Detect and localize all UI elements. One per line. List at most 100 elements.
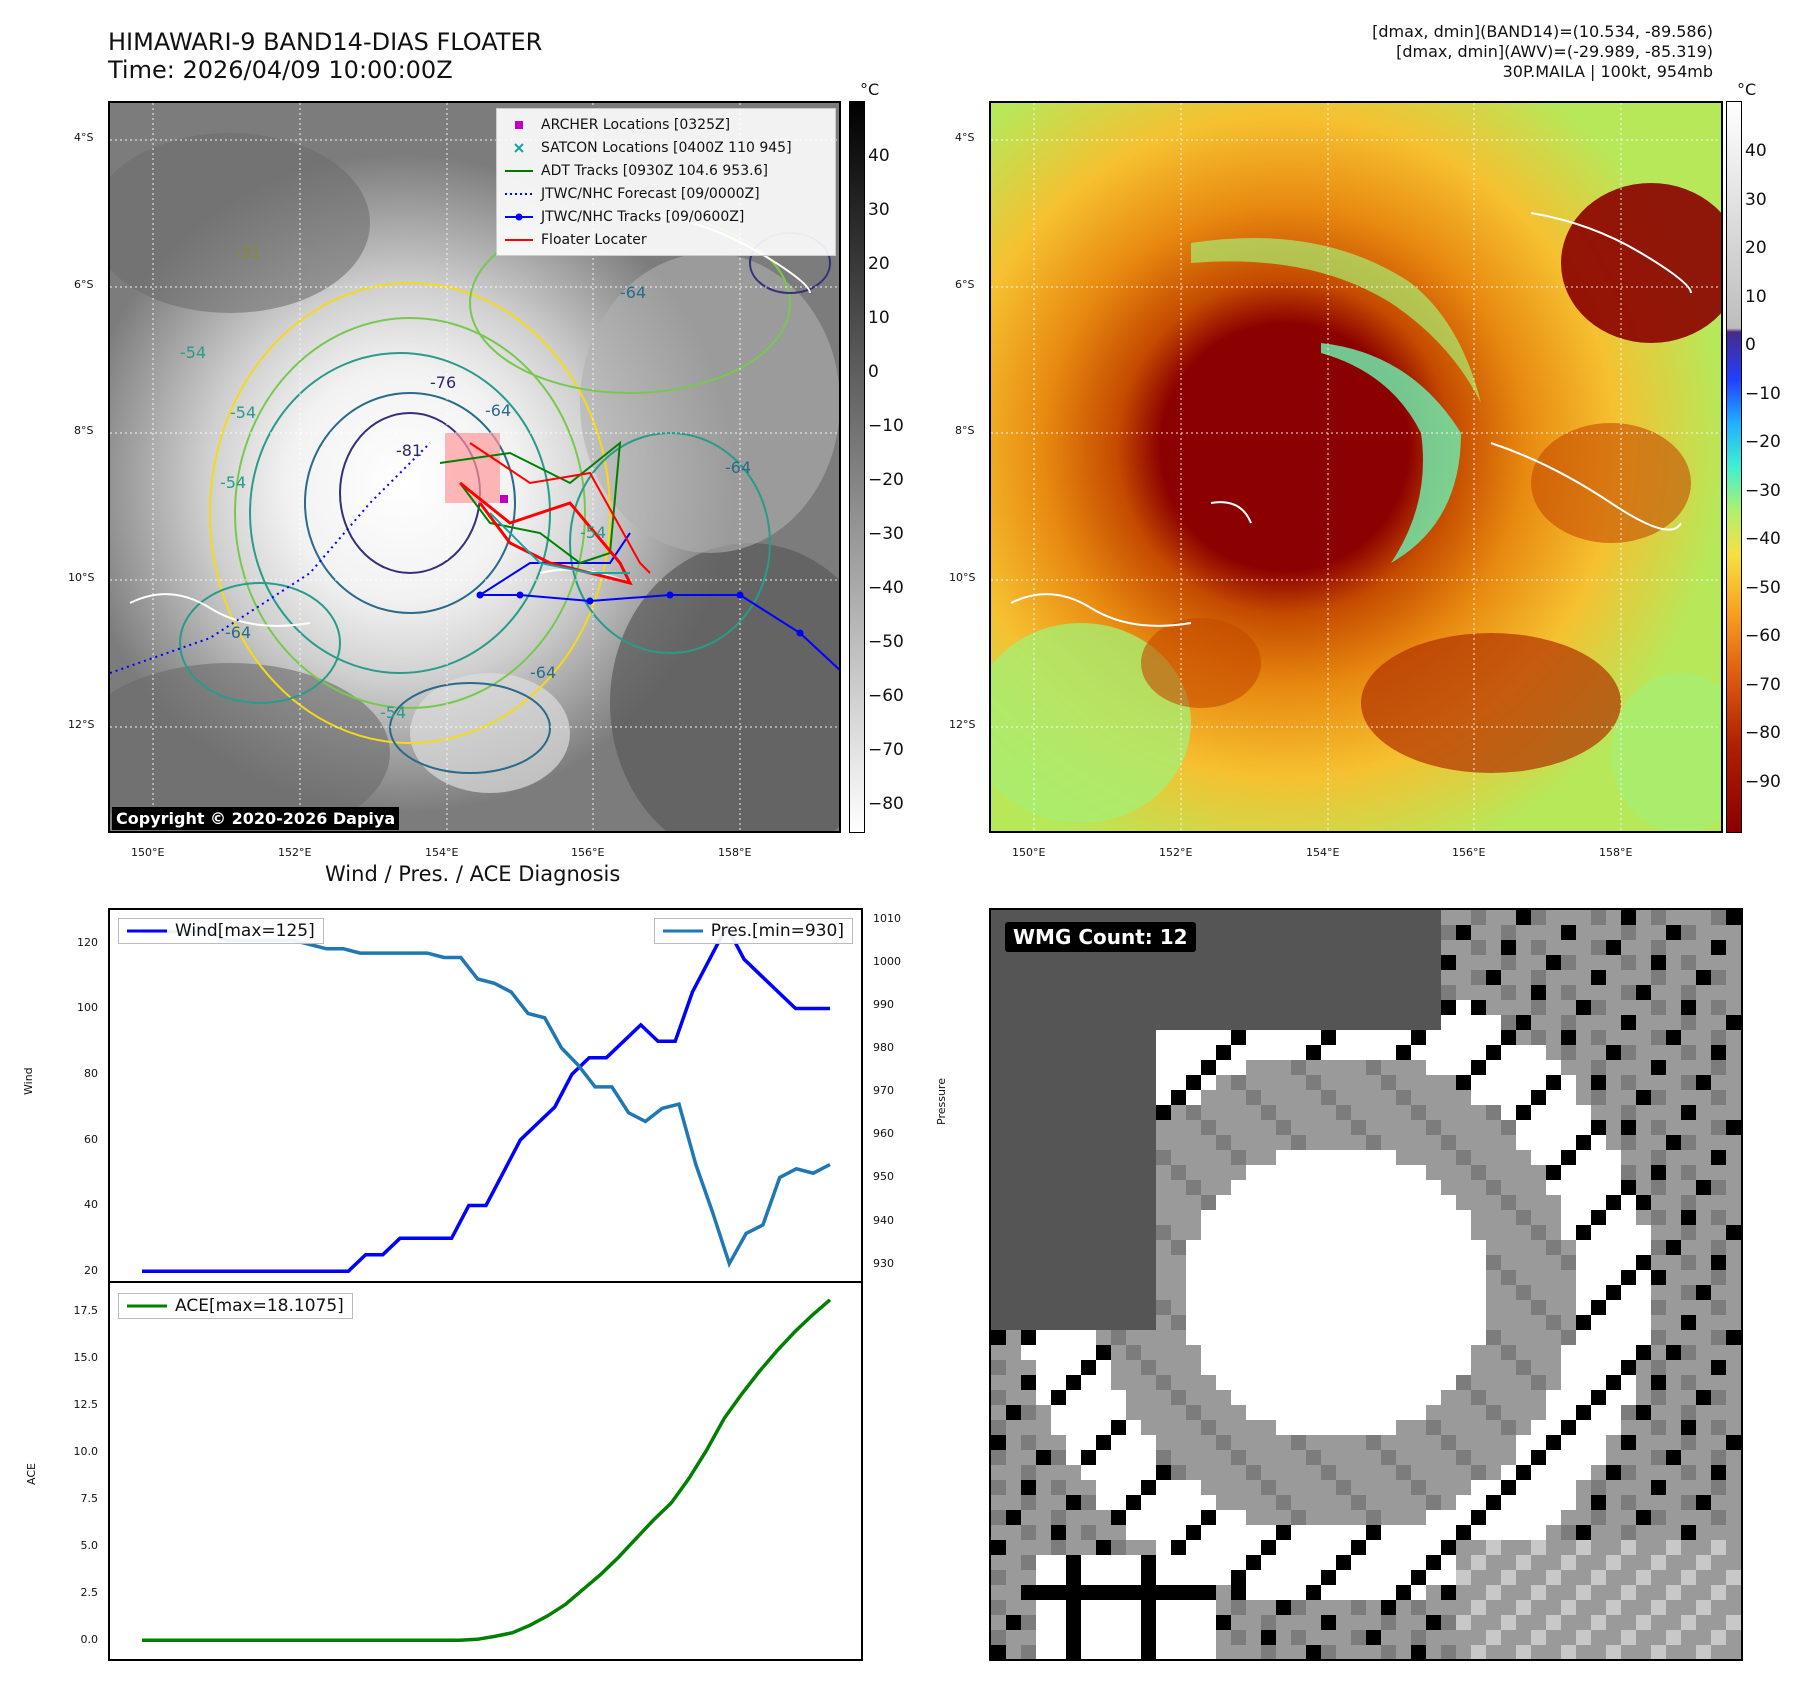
ir-map-panel: ARCHER Locations [0325Z] SATCON Location… (108, 101, 841, 833)
wind-pres-plot (142, 922, 831, 1273)
figure-time: Time: 2026/04/09 10:00:00Z (108, 56, 453, 84)
pres-legend-label: Pres.[min=930] (710, 921, 844, 941)
line-dot-icon (505, 213, 533, 220)
wind-tick-label: 60 (84, 1132, 98, 1146)
wind-legend-label: Wind[max=125] (175, 921, 315, 941)
colorbar-tick: −50 (868, 632, 904, 652)
colorbar-tick: −60 (868, 686, 904, 706)
lon-label: 156°E (1452, 846, 1486, 859)
wind-legend: Wind[max=125] (118, 918, 324, 944)
color-colorbar-unit: °C (1737, 80, 1757, 99)
line-marker-icon (505, 169, 533, 172)
color-map (991, 103, 1721, 831)
lon-label: 150°E (1012, 846, 1046, 859)
ace-chart: ACE[max=18.1075] (108, 1281, 863, 1661)
colorbar-tick: 0 (868, 362, 879, 382)
wind-axis-label: Wind (22, 1067, 35, 1095)
ace-legend-label: ACE[max=18.1075] (175, 1296, 344, 1316)
wmg-grid (991, 910, 1741, 1659)
storm-info: 30P.MAILA | 100kt, 954mb (1502, 62, 1713, 81)
colorbar-tick: −70 (1745, 674, 1781, 695)
lon-label: 152°E (1159, 846, 1193, 859)
legend-adt: ADT Tracks [0930Z 104.6 953.6] (505, 159, 827, 182)
lon-label: 150°E (131, 846, 165, 859)
wind-pres-chart: Wind[max=125] Pres.[min=930] (108, 908, 863, 1283)
ace-axis-label: ACE (25, 1463, 38, 1485)
legend-satcon-label: SATCON Locations [0400Z 110 945] (541, 139, 792, 156)
contour-label: -54 (220, 473, 247, 492)
legend-adt-label: ADT Tracks [0930Z 104.6 953.6] (541, 162, 768, 179)
lat-label: 8°S (955, 424, 975, 437)
colorbar-tick: −40 (868, 578, 904, 598)
wind-tick-label: 100 (77, 1001, 98, 1015)
colorbar-tick: −20 (1745, 432, 1781, 452)
lat-label: 6°S (955, 278, 975, 291)
legend-archer-label: ARCHER Locations [0325Z] (541, 116, 731, 133)
lon-label: 156°E (571, 846, 605, 859)
colorbar-tick: 30 (1745, 189, 1767, 210)
contour-label: -31 (235, 243, 262, 262)
contour-label: -54 (380, 703, 407, 722)
colorbar-tick: −60 (1745, 626, 1781, 646)
legend-tracks-label: JTWC/NHC Tracks [09/0600Z] (541, 208, 745, 225)
contour-label: -81 (396, 441, 423, 460)
wmg-panel: WMG Count: 12 (989, 908, 1743, 1661)
contour-label: -64 (225, 623, 252, 642)
wind-series-line (142, 922, 830, 1273)
lon-label: 158°E (718, 846, 752, 859)
ace-tick-label: 15.0 (73, 1351, 99, 1365)
ace-tick-label: 7.5 (80, 1492, 99, 1506)
colorbar-tick: 10 (868, 308, 890, 328)
contour-label: -64 (530, 663, 557, 682)
contour-label: -64 (725, 458, 752, 477)
colorbar-tick: 10 (1745, 286, 1767, 307)
lat-label: 4°S (74, 131, 94, 144)
dotted-line-icon (505, 192, 533, 195)
ir-colorbar (849, 101, 865, 833)
pressure-tick-label: 970 (873, 1084, 894, 1098)
contour-label: -64 (485, 401, 512, 420)
pres-legend: Pres.[min=930] (653, 918, 853, 944)
line-marker-icon (505, 238, 533, 241)
pressure-tick-label: 990 (873, 997, 894, 1011)
contour-label: -64 (620, 283, 647, 302)
wind-tick-label: 80 (84, 1067, 98, 1081)
lat-label: 10°S (949, 571, 976, 584)
ace-legend: ACE[max=18.1075] (118, 1293, 353, 1319)
colorbar-tick: −70 (868, 740, 904, 760)
lon-label: 154°E (1306, 846, 1340, 859)
lon-label: 158°E (1599, 846, 1633, 859)
line-marker-icon (127, 1304, 167, 1308)
contour-label: -76 (430, 373, 457, 392)
band14-range: [dmax, dmin](BAND14)=(10.534, -89.586) (1372, 22, 1713, 41)
legend-forecast-label: JTWC/NHC Forecast [09/0000Z] (541, 185, 760, 202)
ace-tick-label: 17.5 (73, 1304, 99, 1318)
colorbar-tick: −20 (868, 470, 904, 490)
pressure-tick-label: 1000 (873, 954, 901, 968)
ace-plot (142, 1298, 832, 1642)
colorbar-tick: −80 (868, 794, 904, 814)
ir-legend: ARCHER Locations [0325Z] SATCON Location… (496, 108, 836, 256)
colorbar-tick: 40 (1745, 141, 1767, 161)
pressure-tick-label: 930 (873, 1256, 894, 1270)
contour-label: -54 (230, 403, 257, 422)
colorbar-tick: −80 (1745, 723, 1781, 743)
pressure-tick-label: 980 (873, 1041, 894, 1055)
copyright: Copyright © 2020-2026 Dapiya (112, 807, 400, 830)
colorbar-tick: 0 (1745, 335, 1756, 355)
contour-label: -54 (180, 343, 207, 362)
contour-label: -54 (580, 523, 607, 542)
lat-label: 12°S (68, 718, 95, 731)
pressure-tick-label: 940 (873, 1213, 894, 1227)
wind-tick-label: 20 (84, 1264, 98, 1278)
ace-tick-label: 5.0 (80, 1539, 99, 1553)
ace-tick-label: 10.0 (73, 1445, 99, 1459)
colorbar-tick: −90 (1745, 771, 1781, 792)
lon-label: 152°E (278, 846, 312, 859)
legend-satcon: SATCON Locations [0400Z 110 945] (505, 136, 827, 159)
colorbar-tick: −30 (1745, 480, 1781, 501)
color-colorbar (1726, 101, 1742, 833)
lat-label: 8°S (74, 424, 94, 437)
square-marker-icon (515, 120, 523, 129)
legend-floater-label: Floater Locater (541, 231, 647, 248)
